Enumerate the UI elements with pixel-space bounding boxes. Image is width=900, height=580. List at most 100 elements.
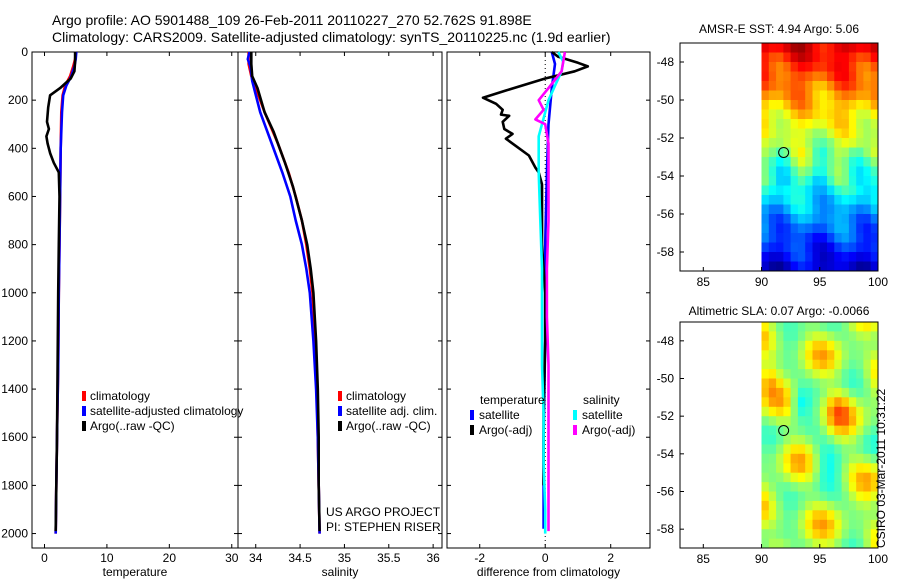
heatmap-cell — [805, 62, 814, 73]
heatmap-cell — [812, 416, 821, 427]
heatmap-cell — [863, 416, 872, 427]
heatmap-cell — [797, 491, 806, 502]
heatmap-cell — [834, 62, 843, 73]
heatmap-cell — [827, 43, 835, 54]
heatmap-cell — [812, 43, 821, 54]
heatmap-cell — [768, 491, 777, 502]
heatmap-cell — [827, 138, 835, 149]
heatmap-cell — [863, 387, 872, 398]
heatmap-cell — [856, 166, 865, 177]
heatmap-cell — [870, 176, 878, 187]
y-tick-label: -56 — [657, 485, 675, 499]
heatmap-cell — [761, 453, 770, 464]
heatmap-cell — [870, 435, 878, 445]
heatmap-cell — [856, 453, 865, 464]
heatmap-cell — [841, 538, 850, 548]
heatmap-cell — [761, 43, 770, 54]
heatmap-cell — [841, 62, 850, 73]
heatmap-cell — [856, 62, 865, 73]
heatmap-cell — [812, 425, 821, 436]
heatmap-cell — [870, 81, 878, 92]
heatmap-cell — [819, 128, 828, 139]
heatmap-cell — [761, 340, 770, 351]
heatmap-cell — [768, 166, 777, 177]
heatmap-cell — [841, 406, 850, 417]
heatmap-cell — [805, 52, 814, 63]
heatmap-cell — [834, 71, 843, 82]
heatmap-cell — [863, 425, 872, 436]
heatmap-cell — [834, 340, 843, 351]
heatmap-cell — [783, 138, 792, 149]
heatmap-cell — [783, 166, 792, 177]
heatmap-cell — [776, 81, 784, 92]
heatmap-cell — [797, 204, 806, 215]
heatmap-cell — [863, 52, 872, 63]
heatmap-cell — [812, 176, 821, 187]
heatmap-cell — [776, 500, 784, 511]
heatmap-cell — [783, 322, 792, 332]
heatmap-cell — [870, 147, 878, 158]
heatmap-cell — [783, 242, 792, 253]
heatmap-cell — [856, 491, 865, 502]
heatmap-cells — [761, 322, 878, 548]
heatmap-cell — [870, 500, 878, 511]
heatmap-cell — [841, 482, 850, 493]
heatmap-cell — [812, 453, 821, 464]
heatmap-cell — [834, 233, 843, 244]
heatmap-cell — [783, 359, 792, 370]
heatmap-cell — [827, 369, 835, 380]
heatmap-cell — [790, 71, 799, 82]
heatmap-cell — [819, 425, 828, 436]
heatmap-cell — [797, 71, 806, 82]
heatmap-cell — [848, 233, 857, 244]
heatmap-cell — [863, 529, 872, 540]
heatmap-cell — [827, 52, 835, 63]
heatmap-cell — [863, 519, 872, 530]
heatmap-cell — [805, 453, 814, 464]
heatmap-cell — [783, 43, 792, 54]
heatmap-cell — [768, 52, 777, 63]
heatmap-cell — [841, 378, 850, 389]
heatmap-cell — [790, 453, 799, 464]
heatmap-cell — [790, 157, 799, 168]
heatmap-cell — [819, 81, 828, 92]
heatmap-cell — [848, 425, 857, 436]
heatmap-cell — [848, 43, 857, 54]
heatmap-cell — [768, 425, 777, 436]
heatmap-cell — [768, 100, 777, 111]
heatmap-cell — [834, 166, 843, 177]
heatmap-cell — [870, 185, 878, 196]
heatmap-cell — [863, 62, 872, 73]
heatmap-cell — [768, 43, 777, 54]
heatmap-cell — [834, 331, 843, 342]
heatmap-cell — [797, 322, 806, 332]
heatmap-cell — [812, 233, 821, 244]
heatmap-cell — [848, 378, 857, 389]
heatmap-cell — [797, 166, 806, 177]
heatmap-cell — [870, 416, 878, 427]
heatmap-cell — [812, 322, 821, 332]
heatmap-cell — [863, 463, 872, 474]
heatmap-cell — [805, 90, 814, 101]
heatmap-cell — [805, 463, 814, 474]
legend-label: Argo(..raw -QC) — [346, 419, 431, 433]
heatmap-cell — [834, 387, 843, 398]
heatmap-cell — [783, 176, 792, 187]
heatmap-cell — [870, 397, 878, 408]
heatmap-cell — [827, 223, 835, 234]
heatmap-cell — [841, 453, 850, 464]
heatmap-cell — [863, 242, 872, 253]
heatmap-cell — [790, 81, 799, 92]
heatmap-cell — [797, 138, 806, 149]
heatmap-cell — [827, 519, 835, 530]
heatmap-cell — [848, 166, 857, 177]
heatmap-cell — [761, 195, 770, 206]
heatmap-cell — [761, 147, 770, 158]
heatmap-cell — [776, 62, 784, 73]
heatmap-cell — [856, 147, 865, 158]
y-tick-label: 1000 — [1, 286, 28, 300]
heatmap-cell — [783, 378, 792, 389]
heatmap-cell — [834, 369, 843, 380]
heatmap-cell — [848, 491, 857, 502]
heatmap-cell — [827, 350, 835, 361]
